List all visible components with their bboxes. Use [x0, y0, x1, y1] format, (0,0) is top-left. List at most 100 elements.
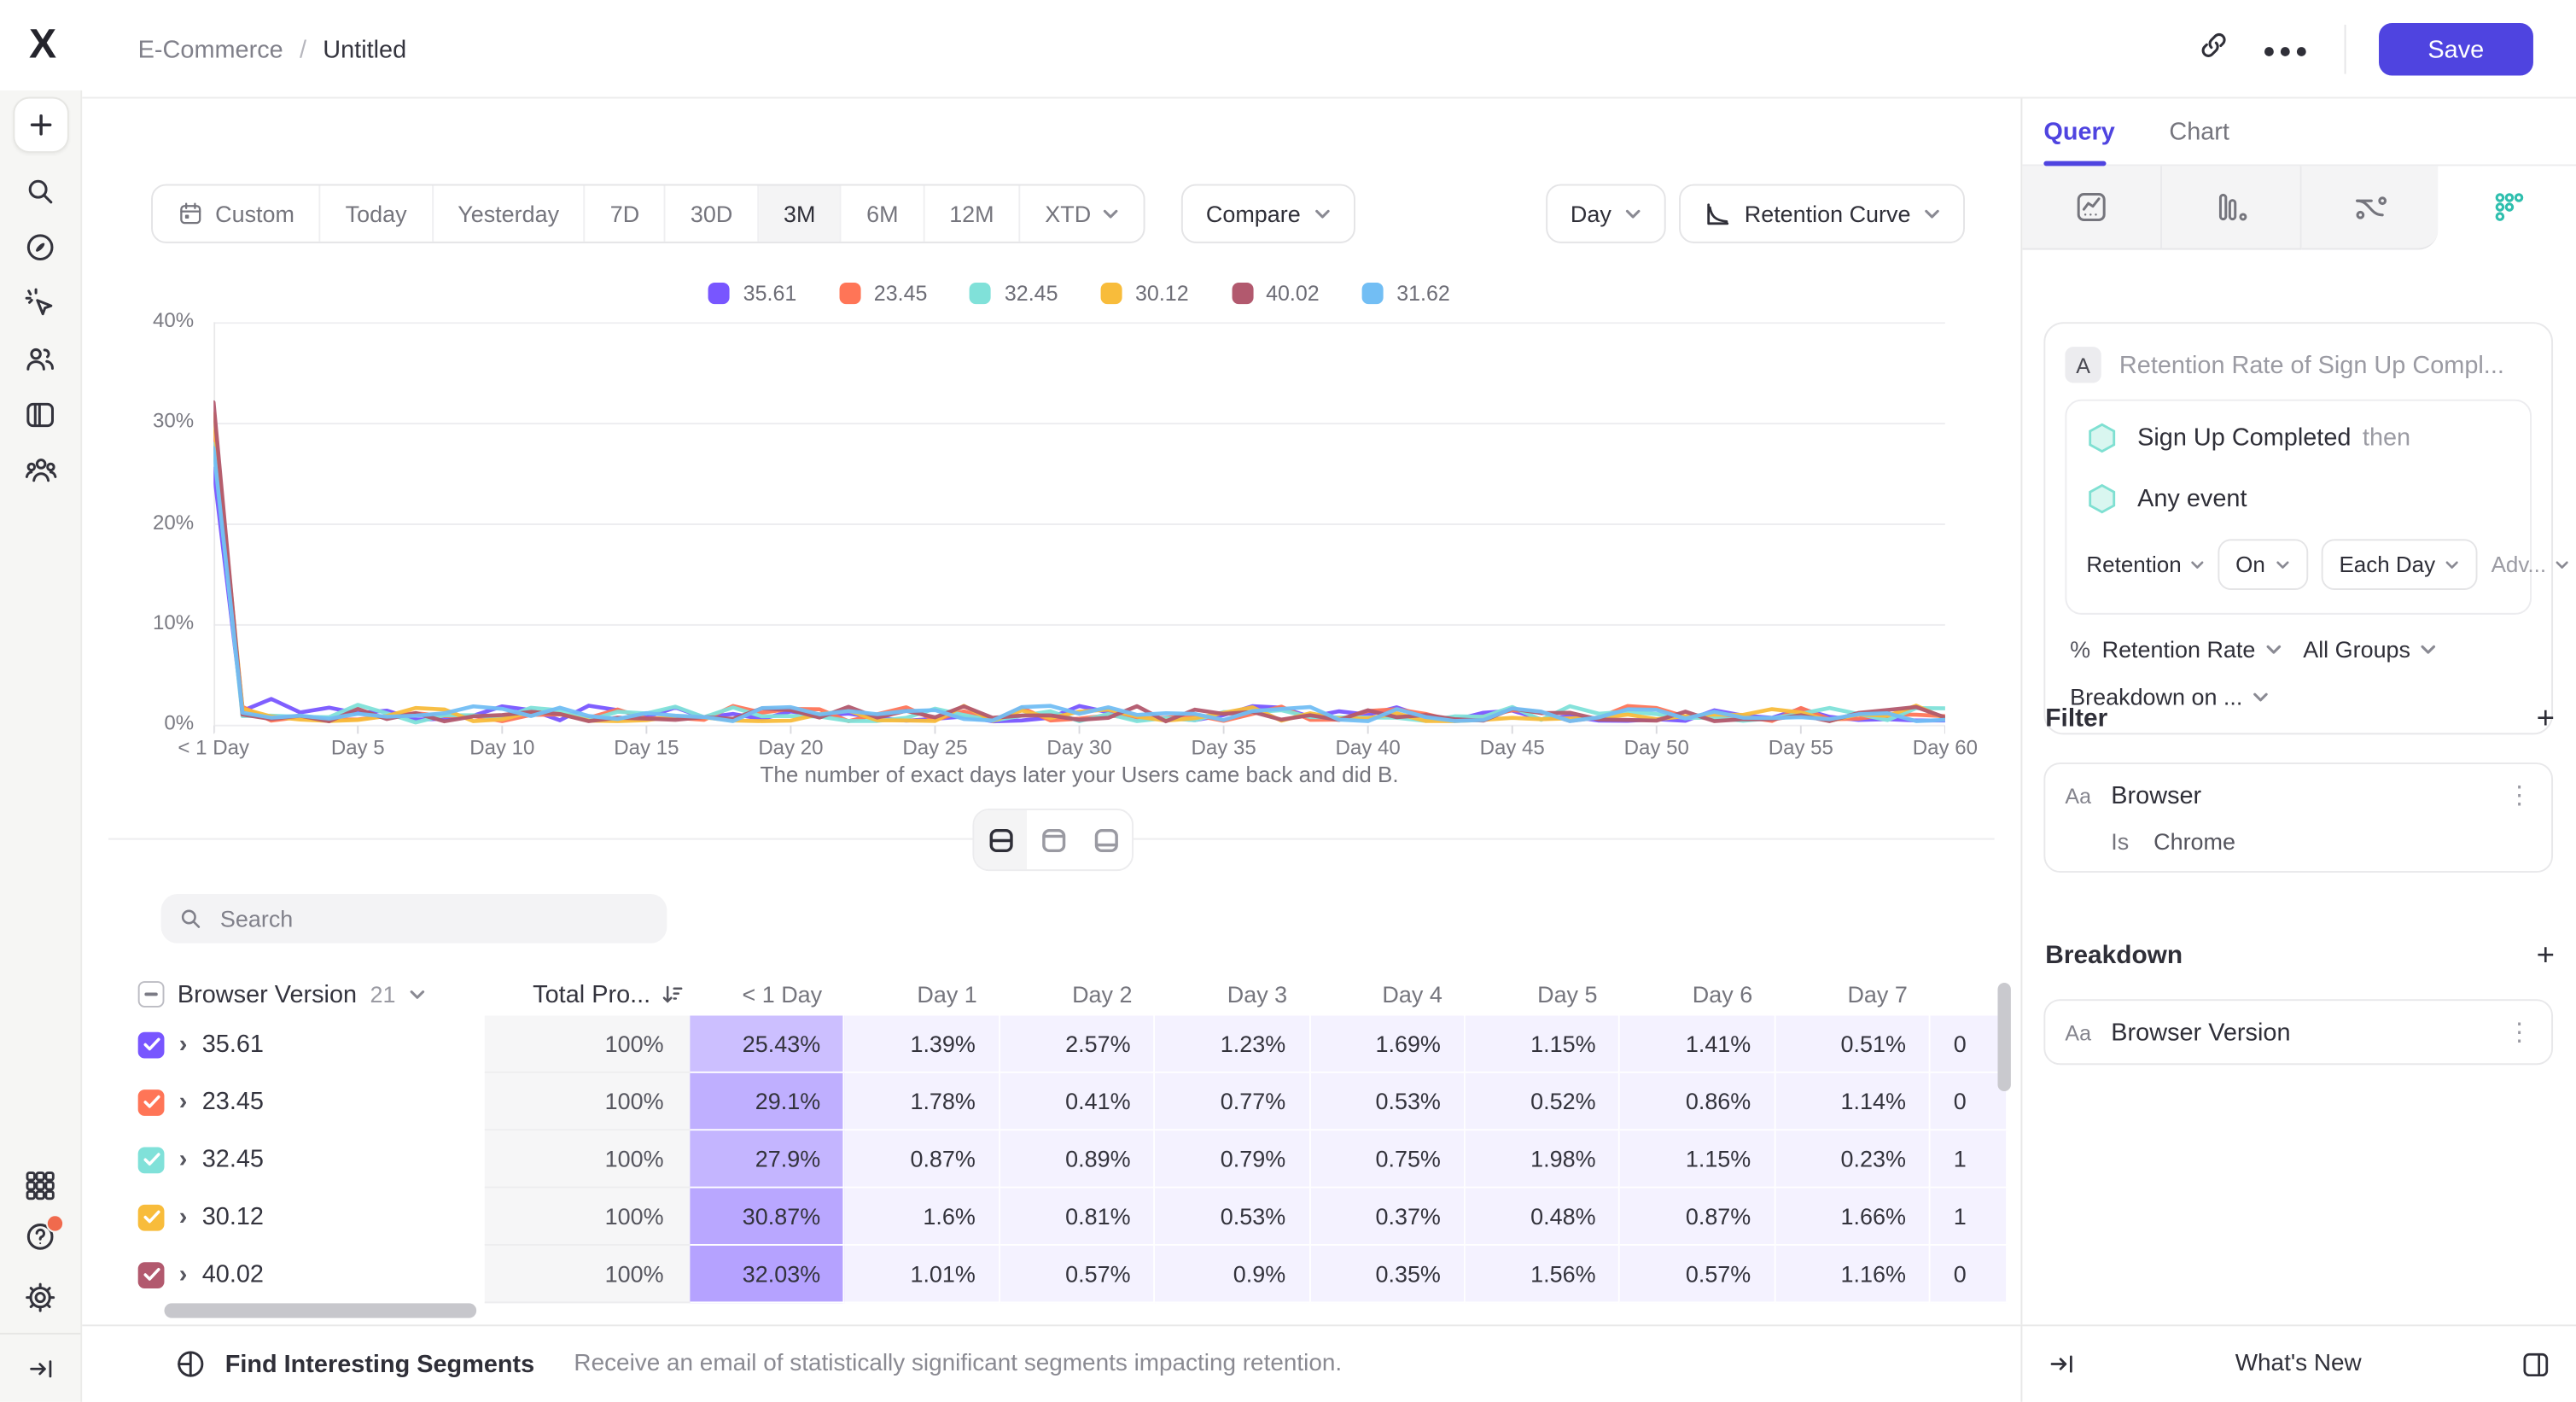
- vertical-scrollbar-thumb[interactable]: [1997, 982, 2011, 1092]
- day-cell[interactable]: 0.51%: [1775, 1015, 1931, 1073]
- kebab-menu-icon[interactable]: ⋮: [2507, 782, 2532, 810]
- sidebar-discover-button[interactable]: [0, 219, 80, 274]
- layout-chart-only-button[interactable]: [1027, 810, 1080, 869]
- breakdown-on-dropdown[interactable]: Breakdown on ...: [2045, 663, 2551, 710]
- day-cell[interactable]: 0.48%: [1465, 1188, 1621, 1246]
- retention-on-dropdown[interactable]: On: [2218, 539, 2308, 590]
- row-checkbox[interactable]: [137, 1146, 165, 1173]
- expand-chevron-icon[interactable]: ›: [178, 1260, 188, 1288]
- day-cell[interactable]: 0.41%: [1000, 1072, 1156, 1131]
- kebab-menu-icon[interactable]: ⋮: [2507, 1019, 2532, 1048]
- layout-split-button[interactable]: [974, 809, 1027, 870]
- day-cell[interactable]: 0.81%: [1000, 1188, 1156, 1246]
- row-label-cell[interactable]: › 23.45: [137, 1073, 485, 1130]
- legend-item[interactable]: 23.45: [839, 281, 927, 306]
- sidebar-help-button[interactable]: [0, 1212, 80, 1268]
- panel-layout-icon[interactable]: [2521, 1348, 2552, 1380]
- filter-property[interactable]: Browser: [2111, 781, 2202, 809]
- first-day-cell[interactable]: 32.03%: [690, 1245, 846, 1304]
- day-cell[interactable]: 1.56%: [1465, 1245, 1621, 1304]
- row-label-cell[interactable]: › 32.45: [137, 1130, 485, 1188]
- sidebar-collapse-button[interactable]: [0, 1332, 81, 1402]
- day-column-header[interactable]: Day 7: [1847, 981, 1908, 1008]
- select-all-checkbox[interactable]: [137, 981, 165, 1008]
- whats-new-link[interactable]: What's New: [2235, 1351, 2362, 1377]
- legend-item[interactable]: 35.61: [708, 281, 796, 306]
- first-day-cell[interactable]: 30.87%: [690, 1188, 846, 1246]
- copy-link-button[interactable]: [2199, 30, 2230, 69]
- advanced-dropdown[interactable]: Adv...: [2491, 552, 2569, 577]
- day-cell[interactable]: 0.23%: [1775, 1130, 1931, 1189]
- filter-card[interactable]: Aa Browser ⋮ Is Chrome: [2043, 762, 2554, 873]
- range-custom[interactable]: Custom: [153, 185, 321, 242]
- sidebar-users-button[interactable]: [0, 330, 80, 386]
- day-cell[interactable]: 0.87%: [845, 1130, 1000, 1189]
- day-cell[interactable]: 0.86%: [1620, 1072, 1776, 1131]
- day-cell[interactable]: 0.53%: [1155, 1188, 1311, 1246]
- search-input[interactable]: [217, 903, 651, 934]
- first-day-cell[interactable]: 25.43%: [690, 1015, 846, 1073]
- expand-chevron-icon[interactable]: ›: [178, 1088, 188, 1116]
- legend-item[interactable]: 40.02: [1231, 281, 1320, 306]
- breadcrumb-report-title[interactable]: Untitled: [323, 35, 407, 64]
- row-label-cell[interactable]: › 35.61: [137, 1015, 485, 1072]
- tab-query[interactable]: Query: [2043, 117, 2115, 146]
- breakdown-card[interactable]: Aa Browser Version ⋮: [2043, 999, 2554, 1066]
- total-column-header[interactable]: Total Pro...: [485, 980, 691, 1008]
- table-search[interactable]: [160, 894, 667, 943]
- sidebar-cohorts-button[interactable]: [0, 442, 80, 498]
- day-cell[interactable]: 1.6%: [845, 1188, 1000, 1246]
- day-cell[interactable]: 1.15%: [1620, 1130, 1776, 1189]
- day-cell[interactable]: 1.16%: [1775, 1245, 1931, 1304]
- more-options-button[interactable]: ●●●: [2262, 37, 2311, 62]
- day-cell[interactable]: 1.66%: [1775, 1188, 1931, 1246]
- legend-item[interactable]: 31.62: [1361, 281, 1450, 306]
- layout-table-only-button[interactable]: [1080, 810, 1133, 869]
- day-cell[interactable]: 1.78%: [845, 1072, 1000, 1131]
- row-checkbox[interactable]: [137, 1031, 165, 1058]
- event-step[interactable]: Sign Up Completed then: [2066, 407, 2530, 468]
- day-cell[interactable]: 0.53%: [1310, 1072, 1466, 1131]
- retention-interval-dropdown[interactable]: Each Day: [2321, 539, 2479, 590]
- day-cell[interactable]: 1.23%: [1155, 1015, 1311, 1073]
- day-cell[interactable]: 2.57%: [1000, 1015, 1156, 1073]
- collapse-panel-icon[interactable]: [2047, 1349, 2077, 1379]
- filter-value[interactable]: Chrome: [2153, 828, 2235, 855]
- tab-retention[interactable]: [2438, 166, 2576, 250]
- find-segments-bar[interactable]: Find Interesting Segments Receive an ema…: [82, 1324, 2021, 1402]
- groups-dropdown[interactable]: All Groups: [2303, 636, 2437, 663]
- tab-funnels[interactable]: [2161, 166, 2301, 250]
- day-cell[interactable]: 1.01%: [845, 1245, 1000, 1304]
- row-checkbox[interactable]: [137, 1089, 165, 1115]
- breakdown-property[interactable]: Browser Version: [2111, 1018, 2291, 1047]
- row-checkbox[interactable]: [137, 1203, 165, 1230]
- legend-item[interactable]: 32.45: [970, 281, 1058, 306]
- day-cell[interactable]: 1.15%: [1465, 1015, 1621, 1073]
- day-cell[interactable]: 0.52%: [1465, 1072, 1621, 1131]
- day-cell[interactable]: 0.9%: [1155, 1245, 1311, 1304]
- measure-dropdown[interactable]: Retention Rate: [2102, 636, 2282, 663]
- expand-chevron-icon[interactable]: ›: [178, 1145, 188, 1174]
- day-column-header[interactable]: Day 1: [917, 981, 977, 1008]
- horizontal-scrollbar-thumb[interactable]: [164, 1303, 477, 1318]
- expand-chevron-icon[interactable]: ›: [178, 1030, 188, 1059]
- range-xtd[interactable]: XTD: [1020, 185, 1143, 241]
- sidebar-settings-button[interactable]: [0, 1269, 80, 1324]
- sidebar-boards-button[interactable]: [0, 386, 80, 441]
- day-cell[interactable]: 0.79%: [1155, 1130, 1311, 1189]
- filter-operator[interactable]: Is: [2111, 828, 2130, 855]
- day-cell[interactable]: 0.57%: [1620, 1245, 1776, 1304]
- add-filter-button[interactable]: +: [2536, 701, 2555, 737]
- granularity-button[interactable]: Day: [1546, 184, 1666, 243]
- day-cell[interactable]: 1.41%: [1620, 1015, 1776, 1073]
- range-7d[interactable]: 7D: [586, 185, 667, 242]
- day-column-header[interactable]: < 1 Day: [742, 981, 823, 1008]
- first-day-cell[interactable]: 29.1%: [690, 1072, 846, 1131]
- day-cell[interactable]: 0.75%: [1310, 1130, 1466, 1189]
- day-column-header[interactable]: Day 4: [1382, 981, 1442, 1008]
- row-label-cell[interactable]: › 40.02: [137, 1246, 485, 1303]
- breadcrumb-project[interactable]: E-Commerce: [137, 35, 283, 64]
- sidebar-events-button[interactable]: [0, 274, 80, 330]
- range-12m[interactable]: 12M: [924, 185, 1021, 242]
- group-column-header[interactable]: Browser Version 21: [137, 980, 485, 1008]
